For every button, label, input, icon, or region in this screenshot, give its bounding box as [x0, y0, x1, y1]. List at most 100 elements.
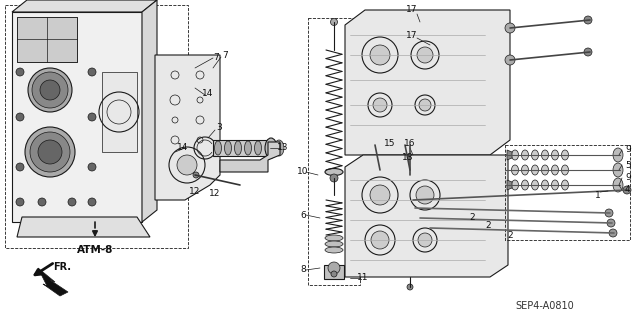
Ellipse shape	[265, 138, 277, 158]
Circle shape	[16, 113, 24, 121]
Circle shape	[607, 219, 615, 227]
Ellipse shape	[552, 165, 559, 175]
Text: 7: 7	[213, 53, 219, 62]
Circle shape	[88, 68, 96, 76]
Ellipse shape	[255, 141, 262, 155]
Ellipse shape	[325, 168, 343, 175]
Polygon shape	[507, 150, 512, 160]
Text: FR.: FR.	[53, 262, 71, 272]
Ellipse shape	[234, 141, 241, 155]
Text: 17: 17	[406, 5, 418, 14]
Bar	[17, 17, 77, 62]
Circle shape	[40, 80, 60, 100]
Text: 8: 8	[300, 265, 306, 275]
Text: ATM-8: ATM-8	[77, 245, 113, 255]
Text: 13: 13	[277, 144, 289, 152]
Polygon shape	[213, 140, 268, 156]
Ellipse shape	[325, 235, 343, 241]
Circle shape	[68, 198, 76, 206]
Polygon shape	[142, 0, 157, 222]
Text: 2: 2	[469, 212, 475, 221]
Polygon shape	[12, 12, 142, 222]
Circle shape	[417, 47, 433, 63]
Circle shape	[407, 284, 413, 290]
Circle shape	[371, 231, 389, 249]
Ellipse shape	[613, 163, 623, 177]
Circle shape	[28, 68, 72, 112]
Ellipse shape	[511, 150, 518, 160]
Circle shape	[418, 233, 432, 247]
Bar	[324, 265, 344, 279]
Circle shape	[177, 155, 197, 175]
Ellipse shape	[522, 180, 529, 190]
Ellipse shape	[244, 141, 252, 155]
Circle shape	[331, 271, 337, 277]
Polygon shape	[507, 180, 512, 190]
Circle shape	[370, 185, 390, 205]
Ellipse shape	[552, 150, 559, 160]
Text: 12: 12	[189, 188, 201, 197]
Bar	[102, 72, 137, 152]
Circle shape	[505, 23, 515, 33]
Circle shape	[623, 186, 631, 194]
Ellipse shape	[541, 165, 548, 175]
Ellipse shape	[522, 150, 529, 160]
Circle shape	[605, 209, 613, 217]
Circle shape	[16, 163, 24, 171]
Text: 4: 4	[625, 186, 630, 195]
Circle shape	[376, 166, 384, 174]
Text: 18: 18	[403, 153, 413, 162]
Ellipse shape	[613, 148, 623, 162]
Ellipse shape	[531, 165, 538, 175]
Text: 16: 16	[404, 138, 416, 147]
Circle shape	[330, 174, 338, 182]
Circle shape	[370, 45, 390, 65]
Ellipse shape	[561, 165, 568, 175]
Text: 14: 14	[202, 90, 214, 99]
Ellipse shape	[613, 178, 623, 192]
Text: 17: 17	[406, 31, 418, 40]
Circle shape	[584, 16, 592, 24]
Text: SEP4-A0810: SEP4-A0810	[516, 301, 574, 311]
Circle shape	[16, 68, 24, 76]
Polygon shape	[38, 268, 68, 296]
Ellipse shape	[225, 141, 232, 155]
Ellipse shape	[511, 165, 518, 175]
Ellipse shape	[522, 165, 529, 175]
Text: 9: 9	[625, 174, 631, 182]
Ellipse shape	[552, 180, 559, 190]
Circle shape	[330, 19, 337, 26]
Ellipse shape	[541, 180, 548, 190]
Polygon shape	[155, 55, 220, 200]
Circle shape	[505, 55, 515, 65]
Ellipse shape	[214, 141, 221, 155]
Ellipse shape	[561, 180, 568, 190]
Circle shape	[32, 72, 68, 108]
Ellipse shape	[325, 241, 343, 247]
Text: 12: 12	[209, 189, 221, 197]
Circle shape	[30, 132, 70, 172]
Polygon shape	[345, 10, 510, 155]
Ellipse shape	[561, 150, 568, 160]
Circle shape	[406, 171, 414, 179]
Text: 9: 9	[625, 145, 631, 154]
Ellipse shape	[325, 247, 343, 253]
Circle shape	[193, 172, 199, 178]
Circle shape	[419, 99, 431, 111]
Circle shape	[25, 127, 75, 177]
Circle shape	[16, 198, 24, 206]
Circle shape	[88, 113, 96, 121]
Circle shape	[406, 166, 414, 174]
Circle shape	[328, 262, 340, 274]
Ellipse shape	[531, 180, 538, 190]
Ellipse shape	[531, 150, 538, 160]
Circle shape	[38, 198, 46, 206]
Text: 3: 3	[216, 123, 222, 132]
Circle shape	[609, 229, 617, 237]
Circle shape	[88, 163, 96, 171]
Circle shape	[38, 140, 62, 164]
Text: 15: 15	[384, 138, 396, 147]
Text: 6: 6	[300, 211, 306, 219]
Polygon shape	[220, 142, 280, 172]
Polygon shape	[17, 217, 150, 237]
